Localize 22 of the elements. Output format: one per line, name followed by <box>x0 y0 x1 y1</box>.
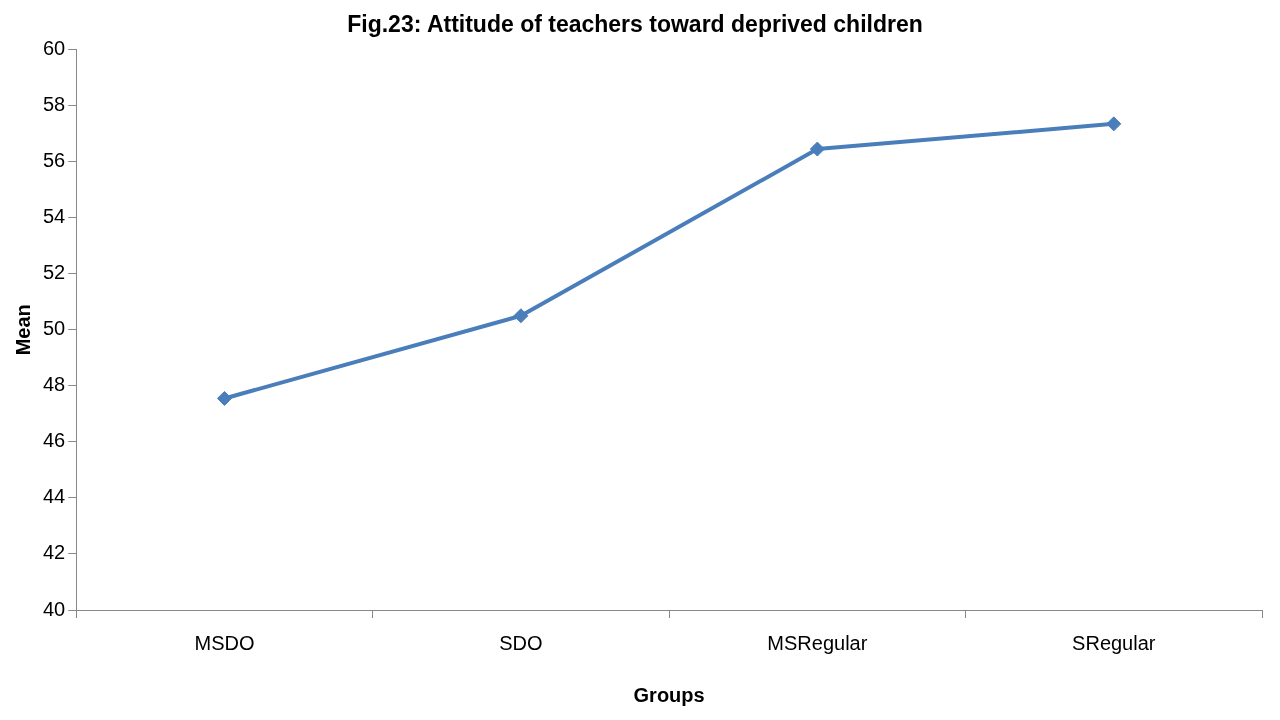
x-tick-label: SRegular <box>1072 631 1156 654</box>
y-tick-label: 54 <box>43 205 66 228</box>
y-tick-label: 42 <box>43 541 66 564</box>
y-tick-label: 40 <box>43 597 66 620</box>
y-tick-label: 44 <box>43 485 66 508</box>
y-tick-label: 48 <box>43 373 66 396</box>
y-tick-label: 46 <box>43 429 66 452</box>
y-tick-label: 60 <box>43 37 66 60</box>
point <box>513 308 529 324</box>
x-tick-label: MSDO <box>194 631 255 654</box>
point <box>809 141 825 157</box>
y-tick-label: 52 <box>43 261 66 284</box>
x-tick-label: SDO <box>499 631 543 654</box>
y-tick-label: 56 <box>43 149 66 172</box>
x-tick-label: MSRegular <box>767 631 868 654</box>
y-tick-label: 58 <box>43 93 66 116</box>
point <box>1106 116 1122 132</box>
point <box>216 390 232 406</box>
y-tick-label: 50 <box>43 317 66 340</box>
y-axis-title: Mean <box>11 304 34 356</box>
chart-title: Fig.23: Attitude of teachers toward deprived children <box>347 11 923 38</box>
x-axis-title: Groups <box>633 683 705 706</box>
